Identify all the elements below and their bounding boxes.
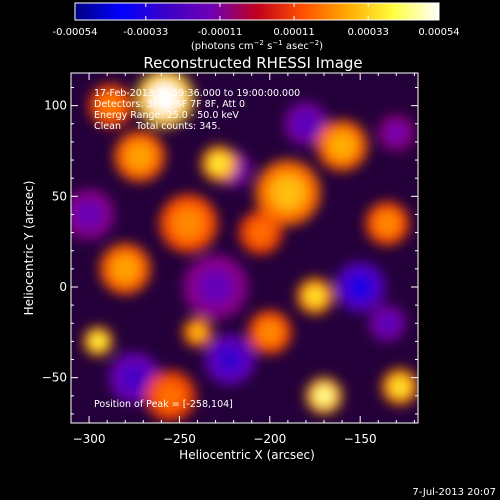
heatmap-source-core — [111, 254, 140, 283]
heatmap-source-core — [149, 82, 181, 115]
axis-ticks: −300 −250 −200 −150 −50 0 50 100 — [42, 73, 418, 446]
heatmap-source-core — [257, 320, 282, 345]
colorbar-ticks: -0.00054 -0.00033 -0.00011 0.00011 0.00033 0.… — [53, 3, 460, 38]
x-axis-label: Heliocentric X (arcsec) — [179, 448, 315, 462]
x-tick-label: −200 — [253, 432, 286, 446]
heatmap-source-core — [125, 142, 154, 171]
y-tick-label: 50 — [52, 189, 67, 203]
chart-title: Reconstructed RHESSI Image — [143, 54, 362, 72]
heatmap-source-core — [216, 345, 244, 374]
colorbar-tick-label: -0.00011 — [197, 27, 242, 38]
colorbar-units: (photons cm−2 s−1 asec−2) — [191, 39, 323, 52]
heatmap-source-core — [98, 93, 123, 118]
heatmap-source-core — [209, 153, 230, 174]
heatmap-source-core — [75, 200, 103, 229]
heatmap-source-core — [314, 385, 334, 406]
colorbar: -0.00054 -0.00033 -0.00011 0.00011 0.00033 0.… — [53, 2, 460, 52]
heatmap-source-core — [328, 131, 357, 160]
y-tick-label: 0 — [59, 280, 67, 294]
heatmap-image — [71, 73, 418, 422]
x-tick-label: −150 — [344, 432, 377, 446]
heatmap-source-core — [197, 269, 234, 305]
annotation-detectors: Detectors: 3F 4F 6F 7F 8F, Att 0 — [94, 99, 245, 110]
heatmap-source-core — [346, 273, 375, 301]
annotation-time: 17-Feb-2013 18:59:36.000 to 19:00:00.000 — [94, 88, 300, 99]
heatmap-source-core — [248, 220, 273, 245]
heatmap-source-core — [375, 211, 400, 236]
annotation-clean: Clean Total counts: 345. — [94, 121, 220, 132]
heatmap-source-core — [120, 363, 149, 392]
x-tick-label: −300 — [73, 432, 106, 446]
footer-timestamp: 7-Jul-2013 20:07 — [412, 487, 496, 498]
heatmap-source-core — [172, 207, 205, 240]
x-tick-label: −250 — [163, 432, 196, 446]
y-axis-label: Heliocentric Y (arcsec) — [22, 181, 36, 316]
colorbar-tick-label: -0.00054 — [53, 27, 98, 38]
heatmap-source-core — [389, 376, 410, 397]
heatmap-source-core — [189, 324, 206, 341]
colorbar-tick-label: -0.00033 — [123, 27, 168, 38]
annotation-peak: Position of Peak = [-258,104] — [94, 399, 233, 410]
heatmap-source-core — [90, 333, 107, 350]
colorbar-tick-label: 0.00054 — [418, 27, 459, 38]
y-tick-label: 100 — [44, 99, 67, 113]
heatmap-source-core — [156, 381, 185, 410]
heatmap-source-core — [386, 122, 407, 143]
annotation-energy: Energy Range: 25.0 - 50.0 keV — [94, 110, 239, 121]
heatmap-source-core — [305, 286, 325, 306]
plot-frame — [70, 72, 419, 424]
colorbar-strip — [74, 2, 440, 21]
colorbar-tick-label: 0.00033 — [348, 27, 389, 38]
annotation-block: 17-Feb-2013 18:59:36.000 to 19:00:00.000… — [94, 88, 300, 132]
colorbar-tick-label: 0.00011 — [273, 27, 314, 38]
heatmap-source-core — [377, 313, 398, 334]
heatmap-plot: −300 −250 −200 −150 −50 0 50 100 17-Feb-2013 18… — [42, 72, 419, 446]
y-tick-label: −50 — [42, 371, 67, 385]
heatmap-source-core — [269, 174, 306, 211]
heatmap-source-core — [294, 111, 318, 136]
